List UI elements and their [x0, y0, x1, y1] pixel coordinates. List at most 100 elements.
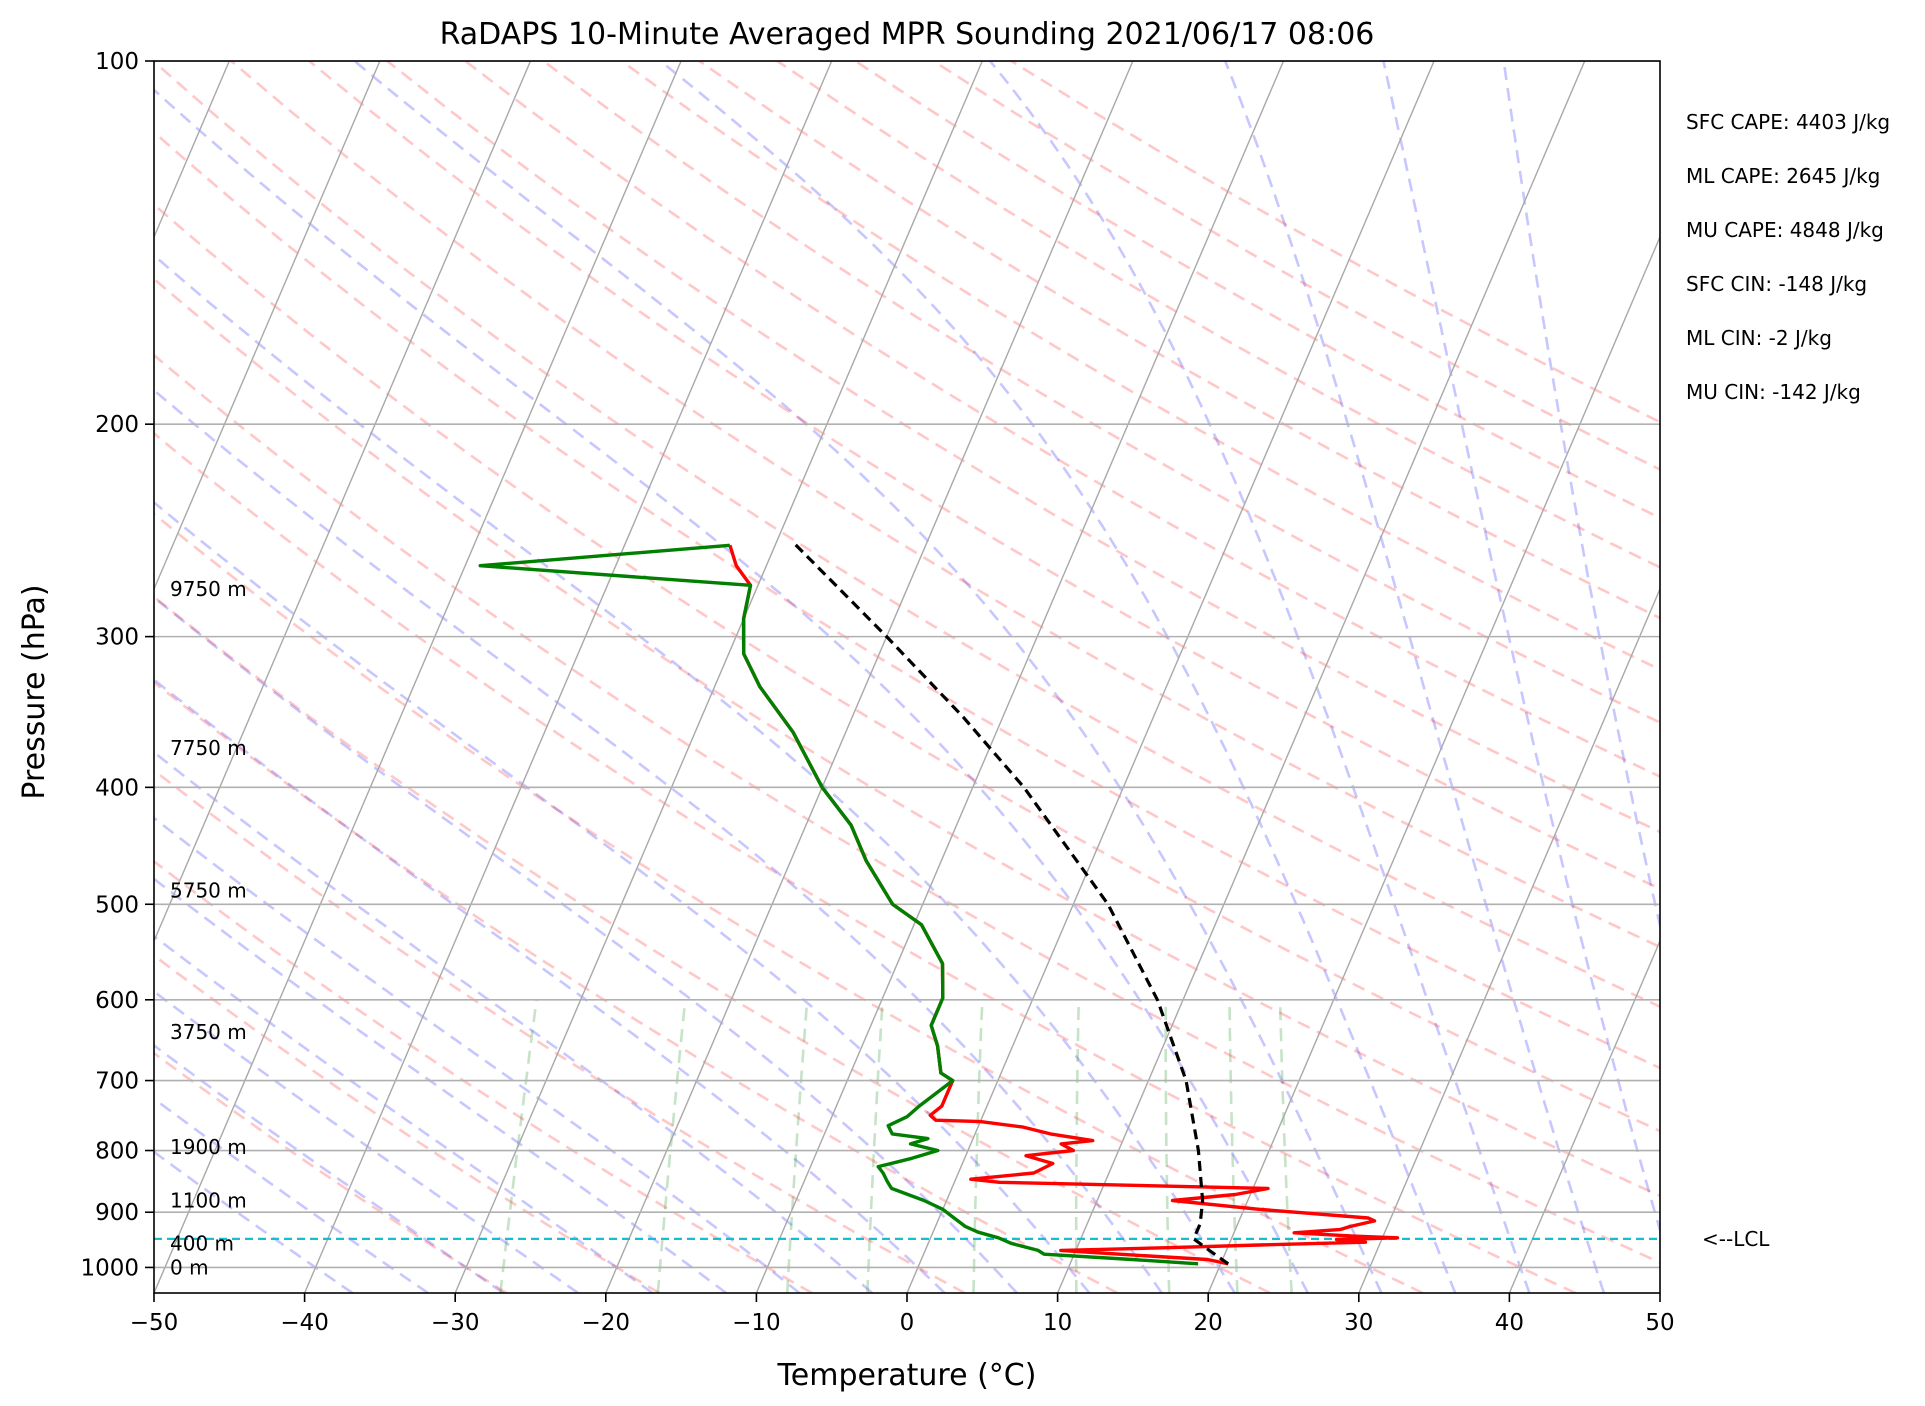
dry-adiabat [154, 130, 1660, 1070]
moist-adiabat [154, 253, 1236, 1293]
moist-adiabat [154, 388, 1163, 1293]
height-label: 400 m [170, 1231, 234, 1255]
x-tick-label: −30 [431, 1310, 480, 1336]
x-tick-label: 0 [900, 1310, 915, 1336]
dry-adiabat [620, 61, 1660, 672]
dry-adiabat [154, 768, 966, 1293]
y-tick-label: 900 [95, 1200, 139, 1226]
x-tick-label: 10 [1043, 1310, 1072, 1336]
height-label: 9750 m [170, 577, 247, 601]
moist-adiabat [154, 989, 579, 1293]
isotherm [605, 61, 1134, 1293]
dry-adiabat [154, 680, 1119, 1293]
mixing-ratio-line [1278, 999, 1293, 1293]
mixing-ratio-line [1164, 999, 1171, 1293]
moist-adiabat [154, 750, 873, 1293]
mixing-ratio-line [972, 999, 984, 1293]
isotherms [154, 61, 1660, 1293]
y-tick-label: 100 [95, 49, 139, 75]
mixing-ratio-line [866, 999, 884, 1293]
profiles [478, 539, 1400, 1266]
lcl-layer: <--LCL [154, 1227, 1770, 1251]
x-tick-label: −40 [280, 1310, 329, 1336]
moist-adiabat [353, 61, 1383, 1293]
moist-adiabat [1382, 61, 1660, 1235]
y-tick-label: 500 [95, 892, 139, 918]
annotation: SFC CIN: -148 J/kg [1686, 272, 1867, 296]
isotherm [1508, 939, 1660, 1293]
x-tick-label: 50 [1645, 1310, 1674, 1336]
moist-adiabat [659, 61, 1457, 1293]
x-axis: −50 −40 −30 −20 −10 0 10 20 30 40 50 [130, 1293, 1675, 1336]
annotation: MU CIN: -142 J/kg [1686, 380, 1861, 404]
dry-adiabat [154, 595, 1271, 1293]
moist-adiabat [154, 816, 801, 1293]
moist-adiabat [154, 88, 1309, 1293]
dry-adiabat [154, 202, 1660, 1133]
dry-adiabat [154, 431, 1577, 1293]
y-tick-label: 1000 [80, 1255, 139, 1281]
y-axis: 100 200 300 400 500 600 700 800 900 1000 [80, 49, 154, 1281]
dry-adiabat [154, 61, 1660, 1009]
mixing-ratio-line [499, 999, 538, 1293]
x-tick-label: −10 [732, 1310, 781, 1336]
lcl-label: <--LCL [1702, 1227, 1770, 1251]
chart-title: RaDAPS 10-Minute Averaged MPR Sounding 2… [440, 17, 1375, 52]
y-axis-label: Pressure (hPa) [17, 584, 52, 799]
isotherm [454, 61, 983, 1293]
annotations: SFC CAPE: 4403 J/kg ML CAPE: 2645 J/kg MU … [1686, 110, 1890, 404]
height-label: 3750 m [170, 1020, 247, 1044]
x-axis-label: Temperature (°C) [777, 1358, 1037, 1393]
moist-adiabat [154, 1097, 429, 1293]
dry-adiabat [154, 859, 813, 1293]
moist-adiabat [154, 678, 946, 1293]
y-tick-label: 300 [95, 625, 139, 651]
isotherm [154, 61, 532, 943]
moist-adiabat [1223, 61, 1606, 1293]
y-tick-label: 700 [95, 1069, 139, 1095]
moist-adiabat [154, 1150, 354, 1293]
isotherm [303, 61, 833, 1293]
annotation: ML CAPE: 2645 J/kg [1686, 164, 1880, 188]
isobars [154, 61, 1660, 1269]
mixing-ratio-line [1074, 999, 1081, 1293]
isotherm [154, 61, 682, 1293]
dry-adiabat [154, 1051, 508, 1293]
mixing-ratio-line [785, 999, 809, 1293]
x-tick-label: −20 [582, 1310, 631, 1336]
dry-adiabat [154, 953, 660, 1293]
dry-adiabat [154, 277, 1660, 1198]
x-tick-label: 40 [1495, 1310, 1524, 1336]
dry-adiabat [154, 353, 1660, 1264]
dry-adiabat [464, 61, 1660, 779]
mixing-ratio-line [656, 999, 687, 1293]
height-label: 1900 m [170, 1135, 247, 1159]
x-tick-label: 20 [1194, 1310, 1223, 1336]
isotherm [755, 61, 1285, 1293]
y-tick-label: 400 [95, 775, 139, 801]
height-label: 5750 m [170, 878, 247, 902]
series-line-1 [478, 543, 1199, 1266]
x-tick-label: 30 [1344, 1310, 1373, 1336]
plot-background [154, 61, 1660, 1293]
dry-adiabat [542, 61, 1660, 724]
height-label: 1100 m [170, 1188, 247, 1212]
y-tick-label: 800 [95, 1139, 139, 1165]
y-tick-label: 200 [95, 412, 139, 438]
isotherm [1358, 587, 1660, 1293]
moist-adiabat [154, 1043, 505, 1293]
annotation: SFC CAPE: 4403 J/kg [1686, 110, 1890, 134]
isotherm [154, 61, 381, 591]
isotherm [1659, 1291, 1660, 1293]
y-tick-label: 600 [95, 988, 139, 1014]
annotation: ML CIN: -2 J/kg [1686, 326, 1832, 350]
series-line-2 [790, 539, 1230, 1266]
height-label: 0 m [170, 1255, 209, 1279]
moist-adiabat [154, 934, 654, 1293]
dry-adiabats [154, 61, 1660, 1293]
x-tick-label: −50 [130, 1310, 179, 1336]
moist-adiabat [988, 61, 1531, 1293]
height-label: 7750 m [170, 736, 247, 760]
